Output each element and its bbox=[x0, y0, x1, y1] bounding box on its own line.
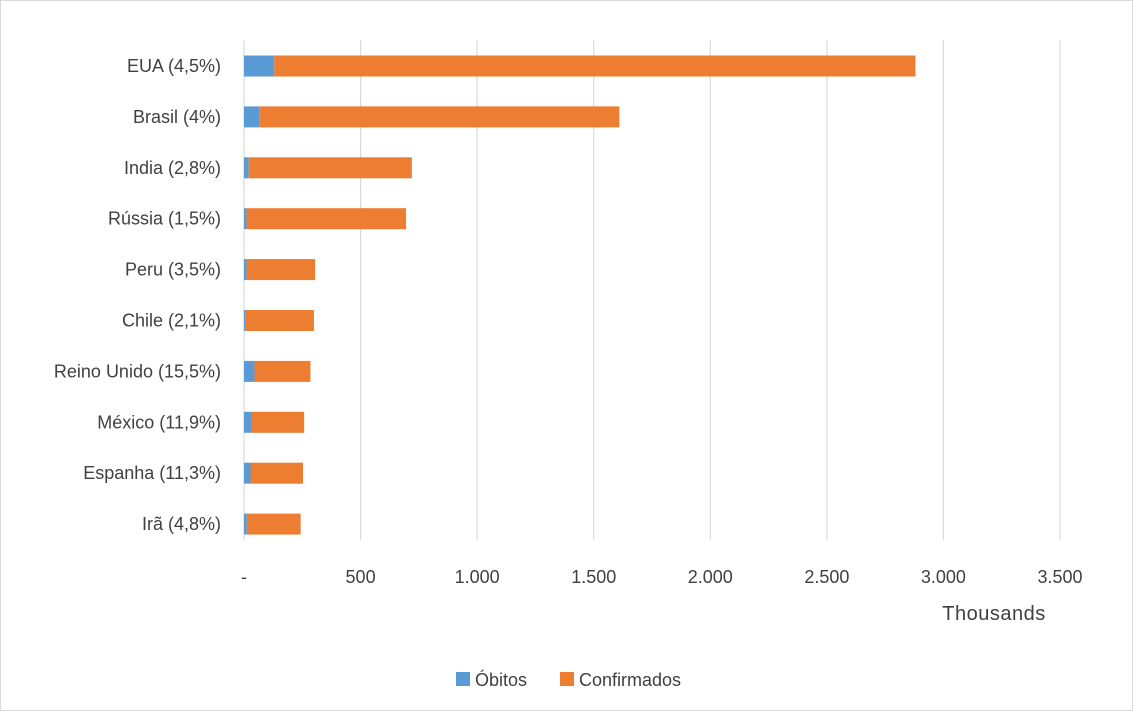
category-labels: EUA (4,5%) Brasil (4%) India (2,8%) Rússia … bbox=[54, 56, 221, 534]
category-label: India (2,8%) bbox=[124, 158, 221, 178]
bar-confirmados bbox=[246, 208, 407, 230]
x-tick-label: 1.000 bbox=[455, 567, 500, 587]
bars bbox=[244, 55, 916, 535]
x-unit-label: Thousands bbox=[942, 603, 1045, 625]
x-tick-label: 2.000 bbox=[688, 567, 733, 587]
x-tick-label: 1.500 bbox=[571, 567, 616, 587]
category-label: Brasil (4%) bbox=[133, 107, 221, 127]
bar-obitos bbox=[244, 259, 247, 281]
category-label: Reino Unido (15,5%) bbox=[54, 361, 221, 381]
category-label: EUA (4,5%) bbox=[127, 56, 221, 76]
x-tick-label: 3.500 bbox=[1037, 567, 1082, 587]
bar-confirmados bbox=[254, 360, 311, 382]
category-label: Irã (4,8%) bbox=[142, 514, 221, 534]
category-label: Espanha (11,3%) bbox=[83, 463, 221, 483]
bar-obitos bbox=[244, 157, 249, 179]
legend: Óbitos Confirmados bbox=[456, 669, 681, 690]
bar-confirmados bbox=[245, 310, 314, 331]
bar-obitos bbox=[244, 310, 246, 331]
bar-confirmados bbox=[246, 259, 316, 281]
x-tick-labels: - 500 1.000 1.500 2.000 2.500 3.000 3.500 bbox=[241, 567, 1083, 587]
bar-obitos bbox=[244, 513, 247, 535]
bar-obitos bbox=[244, 360, 255, 382]
bar-obitos bbox=[244, 55, 275, 77]
x-tick-label: 500 bbox=[346, 567, 376, 587]
bar-confirmados bbox=[248, 157, 412, 179]
bar-obitos bbox=[244, 411, 252, 433]
category-label: Chile (2,1%) bbox=[122, 311, 221, 331]
legend-label: Óbitos bbox=[475, 669, 527, 690]
bar-confirmados bbox=[251, 411, 305, 433]
legend-swatch bbox=[456, 672, 470, 686]
bar-obitos bbox=[244, 208, 247, 230]
bar-confirmados bbox=[259, 106, 620, 128]
x-tick-label: 2.500 bbox=[804, 567, 849, 587]
bar-obitos bbox=[244, 106, 260, 128]
x-tick-label: 3.000 bbox=[921, 567, 966, 587]
category-label: Peru (3,5%) bbox=[125, 260, 221, 280]
x-tick-label: - bbox=[241, 567, 247, 587]
bar-obitos bbox=[244, 462, 251, 484]
legend-label: Confirmados bbox=[579, 670, 681, 690]
bar-confirmados bbox=[246, 513, 301, 535]
category-label: Rússia (1,5%) bbox=[108, 209, 221, 229]
bar-confirmados bbox=[274, 55, 916, 77]
legend-swatch bbox=[560, 672, 574, 686]
category-label: México (11,9%) bbox=[97, 412, 221, 432]
bar-confirmados bbox=[250, 462, 303, 484]
